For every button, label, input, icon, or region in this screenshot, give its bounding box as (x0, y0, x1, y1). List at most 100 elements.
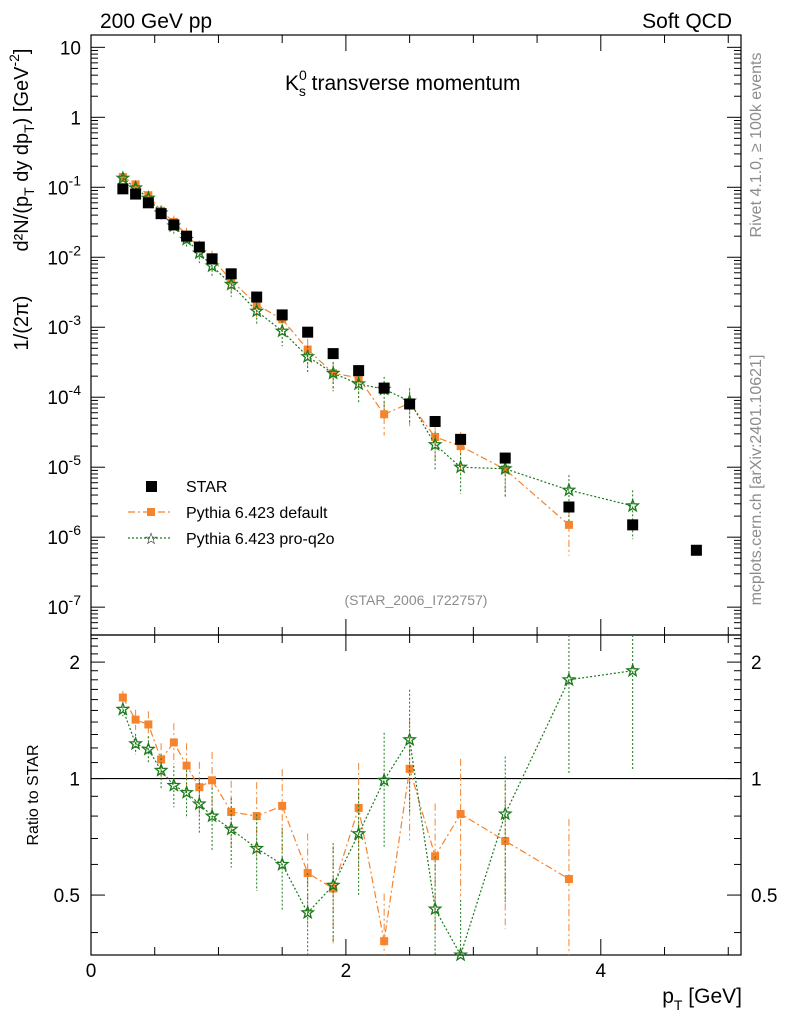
analysis-watermark: (STAR_2006_I722757) (345, 592, 488, 608)
ratio-point-default (380, 937, 389, 946)
ratio-tick-label-right: 1 (751, 770, 762, 791)
ratio-point-proq2o (179, 784, 195, 799)
point-star (499, 452, 511, 464)
point-star (353, 365, 365, 377)
y-tick-label: 10-6 (47, 522, 81, 549)
point-proq2o (274, 323, 290, 338)
point-star (429, 415, 441, 427)
legend-label-proq2o: Pythia 6.423 pro-q2o (186, 531, 335, 548)
point-star (378, 382, 390, 394)
point-star (302, 326, 314, 338)
ratio-tick-label: 1 (69, 770, 80, 791)
ratio-point-proq2o (300, 904, 316, 920)
point-star (181, 230, 193, 242)
point-default (501, 465, 510, 474)
point-proq2o (223, 276, 239, 291)
point-proq2o (453, 459, 469, 474)
point-star (117, 183, 129, 195)
ratio-point-proq2o (140, 741, 156, 756)
ratio-point-proq2o (249, 840, 265, 855)
y-tick-label: 10-3 (47, 312, 81, 339)
legend-marker-default (147, 508, 155, 516)
point-star (168, 219, 180, 231)
ratio-point-proq2o (166, 777, 182, 792)
point-proq2o (115, 170, 131, 185)
point-star (404, 398, 416, 410)
series-line-proq2o (122, 177, 633, 507)
series-line-default (122, 176, 570, 526)
point-star (327, 348, 339, 360)
ratio-point-proq2o (402, 731, 418, 747)
header-left: 200 GeV pp (100, 10, 212, 33)
ratio-point-default (354, 803, 363, 812)
ratio-point-proq2o (153, 762, 169, 777)
x-axis-label: pT [GeV] (662, 985, 742, 1013)
ratio-point-proq2o (453, 947, 469, 962)
point-star (276, 309, 288, 321)
ratio-point-default (131, 715, 140, 724)
ratio-tick-label: 2 (69, 653, 80, 674)
point-star (251, 291, 263, 303)
point-proq2o (497, 460, 513, 476)
point-proq2o (625, 498, 641, 513)
plot-title: K0 s transverse momentum (285, 67, 521, 99)
x-tick-label: 2 (341, 961, 352, 982)
point-default (456, 442, 465, 451)
legend-marker-proq2o: ☆ (144, 531, 158, 548)
ratio-point-proq2o (128, 735, 144, 751)
ratio-point-default (431, 852, 440, 861)
ratio-point-proq2o (427, 901, 443, 916)
ratio-tick-label: 0.5 (54, 886, 80, 907)
ratio-point-proq2o (351, 825, 367, 841)
ratio-point-proq2o (376, 772, 392, 787)
ratio-point-proq2o (191, 795, 207, 811)
ratio-point-proq2o (204, 808, 220, 823)
header-right: Soft QCD (642, 10, 732, 33)
y-tick-label: 10-2 (47, 242, 81, 269)
ratio-point-proq2o (561, 671, 577, 687)
point-proq2o (249, 303, 265, 318)
y-tick-label: 10-7 (47, 592, 81, 619)
ratio-point-default (456, 809, 465, 818)
rivet-label: Rivet 4.1.0, ≥ 100k events (748, 53, 765, 238)
legend-marker-star (146, 481, 157, 492)
ratio-point-default (208, 776, 217, 785)
point-proq2o (561, 482, 577, 497)
point-star (193, 241, 205, 253)
legend: STAR Pythia 6.423 default ☆ Pythia 6.423… (128, 479, 335, 548)
point-default (118, 173, 127, 182)
ratio-point-proq2o (274, 856, 290, 871)
ratio-point-default (144, 720, 153, 729)
point-proq2o (351, 375, 367, 391)
ratio-point-default (182, 761, 191, 770)
y-axis-label: d²N/(pT dy dpT) [GeV-2] (6, 49, 37, 252)
point-star (690, 544, 702, 556)
ratio-point-default (303, 869, 312, 878)
ratio-point-default (405, 764, 414, 773)
point-star (130, 188, 142, 200)
point-default (380, 410, 389, 419)
ratio-tick-label-right: 0.5 (751, 886, 777, 907)
y-tick-label: 10-4 (47, 382, 81, 409)
y-tick-label: 1 (70, 108, 81, 129)
point-star (206, 253, 218, 265)
ratio-point-default (278, 801, 287, 810)
point-proq2o (325, 365, 341, 380)
mcplots-label: mcplots.cern.ch [arXiv:2401.10621] (748, 355, 765, 606)
ratio-point-proq2o (223, 821, 239, 836)
ratio-point-proq2o (325, 877, 341, 892)
x-tick-label: 4 (596, 961, 607, 982)
ratio-point-proq2o (497, 806, 513, 821)
legend-label-star: STAR (186, 479, 227, 496)
point-star (142, 197, 154, 209)
point-star (563, 501, 575, 513)
ratio-point-default (169, 738, 178, 747)
y-tick-label: 10-1 (47, 172, 81, 199)
point-star (627, 519, 639, 531)
y-tick-label: 10-5 (47, 452, 81, 479)
point-star (155, 208, 167, 220)
point-star (455, 433, 467, 445)
point-star (225, 268, 237, 280)
point-default (329, 369, 338, 378)
